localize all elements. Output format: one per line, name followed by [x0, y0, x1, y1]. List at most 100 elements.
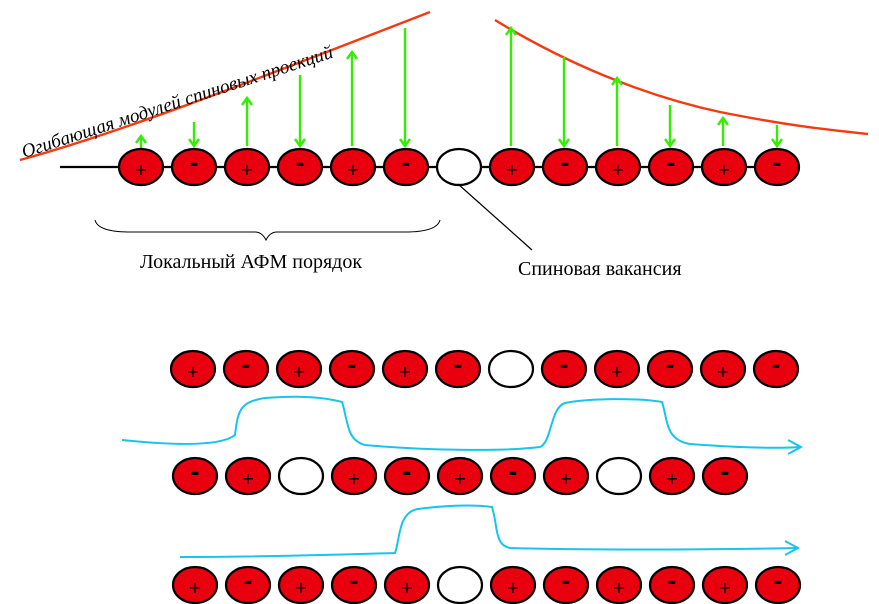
spin-up-site: + [171, 565, 219, 604]
minus-sign: - [190, 461, 199, 486]
plus-sign: + [188, 578, 201, 597]
plus-sign: + [292, 362, 305, 381]
spin-up-site: + [593, 349, 641, 389]
plus-sign: + [612, 578, 625, 597]
spin-up-arrow [611, 75, 623, 146]
plus-sign: + [718, 578, 731, 597]
spin-down-site: - [542, 565, 590, 604]
plus-sign: + [134, 160, 147, 179]
minus-sign: - [189, 152, 198, 177]
vacancy-site [487, 349, 535, 389]
spin-up-site: + [701, 565, 749, 604]
spin-up-site: + [700, 147, 748, 187]
spin-down-arrow [771, 125, 783, 149]
spin-up-site: + [277, 565, 325, 604]
spin-up-arrow [241, 95, 253, 146]
hop-path-1-arrowhead [787, 439, 804, 455]
plus-sign: + [398, 362, 411, 381]
minus-sign: - [560, 152, 569, 177]
hop-path-1 [121, 395, 801, 451]
spin-up-site: + [595, 565, 643, 604]
spin-up-arrow [346, 49, 358, 146]
spin-down-site: - [489, 456, 537, 496]
plus-sign: + [717, 160, 730, 179]
spin-up-site: + [542, 456, 590, 496]
spin-down-site: - [648, 565, 696, 604]
envelope-curve-right [494, 18, 869, 136]
minus-sign: - [295, 152, 304, 177]
spin-down-site: - [222, 349, 270, 389]
spin-down-site: - [753, 147, 801, 187]
spin-up-site: + [329, 147, 377, 187]
minus-sign: - [402, 461, 411, 486]
spin-up-site: + [489, 565, 537, 604]
plus-sign: + [506, 578, 519, 597]
minus-sign: - [347, 354, 356, 379]
minus-sign: - [720, 461, 729, 486]
plus-sign: + [346, 160, 359, 179]
spin-up-arrow [135, 133, 147, 148]
spin-up-site: + [275, 349, 323, 389]
minus-sign: - [665, 354, 674, 379]
spin-up-site: + [169, 349, 217, 389]
plus-sign: + [665, 469, 678, 488]
plus-sign: + [610, 362, 623, 381]
vacancy-pointer-line [457, 183, 533, 251]
vacancy-site [277, 456, 325, 496]
local-order-brace [94, 219, 441, 242]
minus-sign: - [771, 354, 780, 379]
spin-down-site: - [330, 565, 378, 604]
plus-sign: + [347, 469, 360, 488]
plus-sign: + [186, 362, 199, 381]
spin-up-site: + [224, 456, 272, 496]
spin-up-site: + [488, 147, 536, 187]
spin-down-site: - [754, 565, 802, 604]
plus-sign: + [453, 469, 466, 488]
spin-up-site: + [381, 349, 429, 389]
vacancy-site [435, 147, 483, 187]
spin-down-site: - [647, 147, 695, 187]
envelope-curve-left [19, 10, 431, 162]
spin-up-site: + [699, 349, 747, 389]
minus-sign: - [559, 354, 568, 379]
spin-down-arrow [399, 28, 411, 149]
spin-up-arrow [505, 25, 517, 146]
chain-top: + - + - + - + - + - + - [117, 147, 801, 187]
spin-down-site: - [171, 456, 219, 496]
spin-down-arrow [558, 57, 570, 149]
spin-down-site: - [224, 565, 272, 604]
spin-up-site: + [594, 147, 642, 187]
chain-row-2: - + + - + - + + - [171, 456, 749, 496]
spin-down-site: - [752, 349, 800, 389]
minus-sign: - [508, 461, 517, 486]
spin-up-site: + [330, 456, 378, 496]
spin-up-arrow [717, 115, 729, 146]
spin-down-site: - [541, 147, 589, 187]
spin-up-site: + [117, 147, 165, 187]
spin-down-site: - [328, 349, 376, 389]
spin-down-site: - [276, 147, 324, 187]
spin-down-site: - [170, 147, 218, 187]
spin-down-site: - [382, 147, 430, 187]
minus-sign: - [401, 152, 410, 177]
hop-path-2 [179, 504, 798, 558]
minus-sign: - [667, 570, 676, 595]
spin-up-site: + [436, 456, 484, 496]
minus-sign: - [773, 570, 782, 595]
spin-down-arrow [664, 105, 676, 149]
vacancy-site [436, 565, 484, 604]
spin-down-site: - [383, 456, 431, 496]
vacancy-label: Спиновая вакансия [518, 258, 682, 280]
minus-sign: - [666, 152, 675, 177]
minus-sign: - [243, 570, 252, 595]
spin-down-site: - [701, 456, 749, 496]
spin-down-arrow [294, 75, 306, 149]
spin-down-site: - [540, 349, 588, 389]
minus-sign: - [349, 570, 358, 595]
plus-sign: + [240, 160, 253, 179]
local-order-label: Локальный АФМ порядок [140, 251, 362, 273]
hop-path-2-arrowhead [784, 540, 801, 556]
plus-sign: + [400, 578, 413, 597]
chain-row-3: + - + - + + - + - + - [171, 565, 802, 604]
